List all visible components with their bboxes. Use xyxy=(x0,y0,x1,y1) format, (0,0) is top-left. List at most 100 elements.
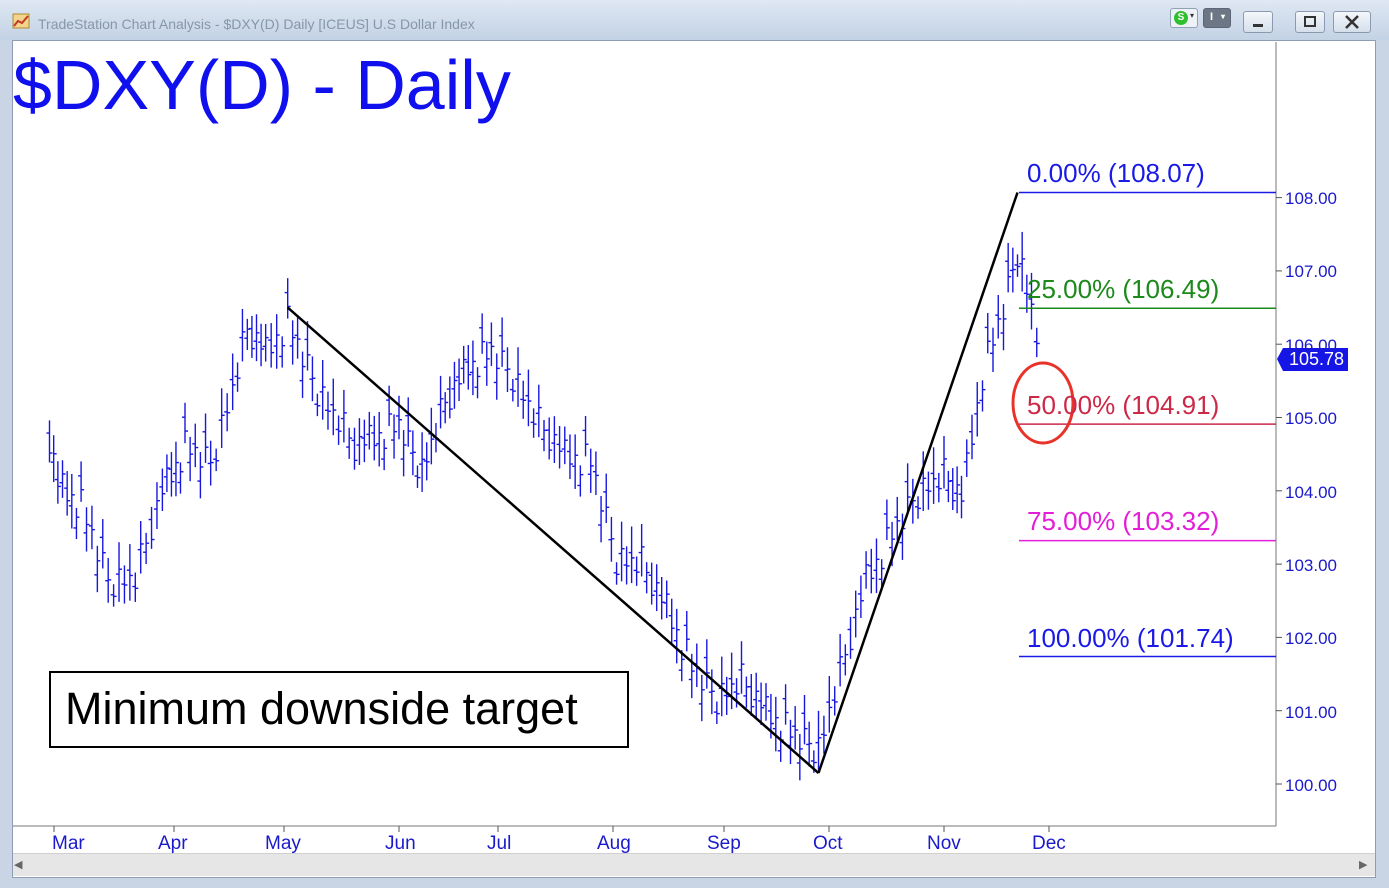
price-bar xyxy=(831,686,838,716)
price-bar xyxy=(974,381,981,437)
price-bar xyxy=(930,447,937,504)
price-bar xyxy=(883,499,890,540)
price-bar xyxy=(499,317,506,367)
price-bar xyxy=(50,435,57,483)
scroll-right-icon[interactable]: ▶ xyxy=(1359,859,1368,871)
price-bar xyxy=(99,519,106,569)
price-bar xyxy=(143,532,150,565)
price-bar xyxy=(572,434,579,489)
price-bar xyxy=(837,633,844,687)
price-bar xyxy=(815,710,822,771)
price-bar xyxy=(678,650,685,682)
price-bar xyxy=(400,430,407,477)
price-bar xyxy=(451,361,458,409)
trend-line xyxy=(817,192,1019,774)
price-bar xyxy=(284,278,291,319)
price-bar xyxy=(894,496,901,541)
price-bar xyxy=(73,507,80,540)
price-bar xyxy=(381,438,388,471)
price-bar xyxy=(713,701,720,724)
price-bar xyxy=(603,473,610,524)
price-bar xyxy=(648,562,655,605)
price-bar xyxy=(638,523,645,577)
price-bar xyxy=(258,323,265,367)
horizontal-scrollbar[interactable] xyxy=(13,853,1375,876)
price-bar xyxy=(414,465,421,488)
price-bar xyxy=(262,323,269,362)
strategy-status-button[interactable]: S ▾ xyxy=(1170,8,1198,28)
price-bar xyxy=(218,388,225,448)
fib-label-50: 50.00% (104.91) xyxy=(1027,390,1220,420)
fib-label-75: 75.00% (103.32) xyxy=(1027,506,1220,536)
close-icon xyxy=(1345,15,1359,29)
price-bar xyxy=(1019,231,1026,292)
scroll-left-icon[interactable]: ◀ xyxy=(14,859,23,871)
price-bar xyxy=(361,419,368,463)
price-bar xyxy=(561,426,568,465)
price-bar xyxy=(738,641,745,694)
price-bar xyxy=(465,345,472,390)
price-bar xyxy=(163,454,170,493)
price-bar xyxy=(488,322,495,366)
price-bar xyxy=(386,385,393,427)
price-bar xyxy=(777,730,784,762)
indicator-menu-button[interactable]: I ▾ xyxy=(1203,8,1231,28)
price-bar xyxy=(949,468,956,511)
indicator-icon: I xyxy=(1210,11,1214,23)
window-title: TradeStation Chart Analysis - $DXY(D) Da… xyxy=(38,16,475,32)
price-bar xyxy=(351,427,358,470)
price-bar xyxy=(409,430,416,476)
price-bar xyxy=(423,442,430,481)
price-bar xyxy=(324,391,331,430)
price-bar xyxy=(253,314,260,362)
price-bar xyxy=(172,441,179,497)
price-bar xyxy=(192,423,199,468)
chevron-down-icon: ▾ xyxy=(1190,11,1195,20)
price-bar xyxy=(110,584,117,607)
price-bar xyxy=(187,436,194,482)
price-bar xyxy=(244,318,251,351)
month-label: Oct xyxy=(813,833,843,854)
price-bar xyxy=(469,340,476,396)
price-bar xyxy=(105,557,112,603)
minimize-button[interactable] xyxy=(1243,11,1273,33)
y-tick-label: 106.00 xyxy=(1285,336,1337,355)
price-bar xyxy=(132,572,139,602)
close-button[interactable] xyxy=(1333,11,1371,33)
price-bar xyxy=(474,367,481,399)
price-bar xyxy=(202,413,209,463)
price-bar xyxy=(582,415,589,457)
price-bar xyxy=(289,320,296,365)
price-bar xyxy=(137,521,144,574)
chevron-down-icon: ▾ xyxy=(1221,12,1226,21)
price-bar xyxy=(229,353,236,411)
y-tick-label: 105.00 xyxy=(1285,409,1337,428)
price-bar xyxy=(806,721,813,767)
maximize-button[interactable] xyxy=(1295,11,1325,33)
y-tick-label: 100.00 xyxy=(1285,776,1337,795)
price-bar xyxy=(708,669,715,715)
price-bar xyxy=(437,375,444,429)
price-bar xyxy=(748,674,755,716)
price-bar xyxy=(608,516,615,562)
price-bar xyxy=(963,439,970,477)
price-bar xyxy=(371,415,378,461)
price-bar xyxy=(990,327,996,372)
annotation-box xyxy=(49,671,629,748)
fib-label-25: 25.00% (106.49) xyxy=(1027,274,1220,304)
price-bar xyxy=(479,313,486,354)
price-bar xyxy=(68,473,75,529)
y-tick-label: 103.00 xyxy=(1285,556,1337,575)
price-bar xyxy=(577,465,584,497)
price-bar xyxy=(279,336,286,368)
price-bar xyxy=(1014,254,1021,277)
price-bar xyxy=(391,414,398,459)
price-bar xyxy=(941,436,947,489)
price-bar xyxy=(294,315,301,359)
price-bar xyxy=(396,395,402,440)
price-bar xyxy=(618,521,625,582)
price-bar xyxy=(546,417,553,460)
price-bar xyxy=(969,414,975,460)
price-bar xyxy=(493,353,500,400)
